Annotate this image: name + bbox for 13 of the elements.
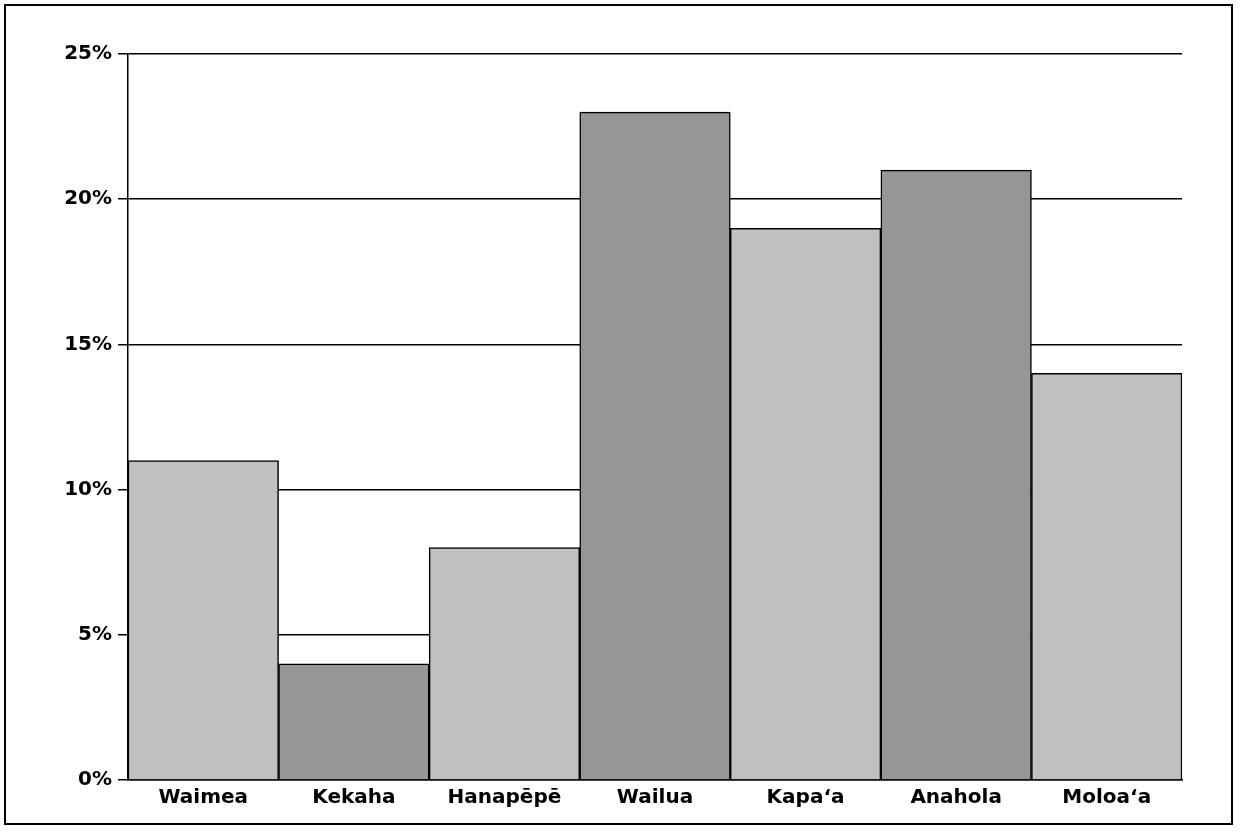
- y-tick-label: 20%: [64, 185, 112, 210]
- y-tick-label: 15%: [64, 330, 112, 355]
- x-tick-label: Wailua: [616, 784, 694, 809]
- y-tick-label: 25%: [64, 40, 112, 65]
- x-tick-label: Kekaha: [312, 784, 396, 809]
- y-tick-label: 5%: [78, 621, 112, 645]
- x-tick-label: Anahola: [910, 784, 1002, 809]
- y-tick-label: 10%: [64, 475, 112, 500]
- x-tick-label: Hanapēpē: [447, 784, 562, 809]
- x-tick-label: Waimea: [158, 784, 249, 809]
- y-tick-label: 0%: [78, 766, 112, 791]
- x-tick-label: Moloa‘a: [1062, 784, 1152, 809]
- x-tick-label: Kapa‘a: [766, 784, 845, 809]
